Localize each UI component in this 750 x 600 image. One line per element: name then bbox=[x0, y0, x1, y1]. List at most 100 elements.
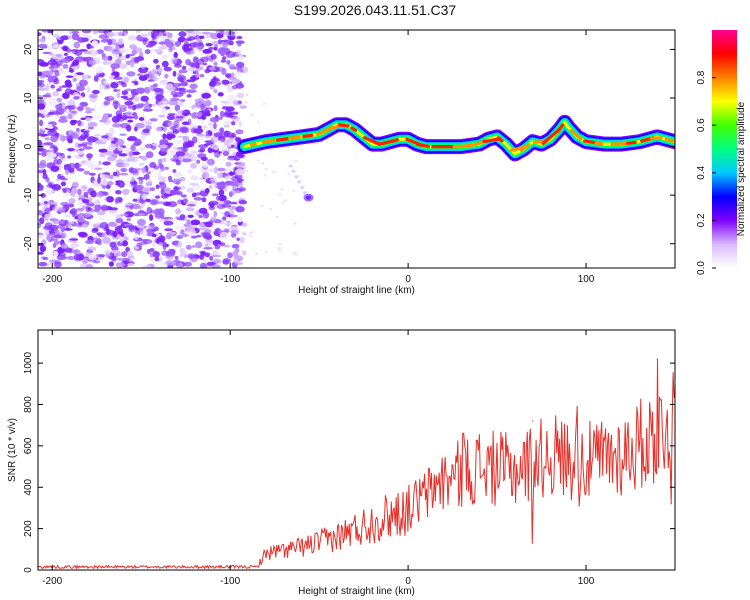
noise-speckle bbox=[139, 147, 145, 151]
noise-speckle bbox=[102, 191, 109, 196]
noise-speckle bbox=[183, 198, 189, 204]
noise-speckle bbox=[219, 127, 225, 134]
noise-speckle bbox=[228, 210, 235, 215]
noise-speckle bbox=[67, 155, 72, 159]
noise-speckle bbox=[230, 72, 235, 79]
noise-speckle bbox=[220, 59, 227, 63]
noise-speckle bbox=[65, 169, 69, 175]
noise-speckle bbox=[152, 83, 157, 88]
noise-speckle bbox=[164, 166, 169, 170]
noise-speckle bbox=[137, 176, 145, 180]
noise-speckle bbox=[169, 189, 180, 196]
heat-xtick-label: -200 bbox=[42, 274, 62, 285]
noise-speckle bbox=[230, 34, 237, 37]
noise-speckle bbox=[38, 184, 44, 191]
noise-speckle bbox=[278, 193, 282, 196]
noise-speckle bbox=[135, 122, 145, 129]
noise-speckle bbox=[94, 57, 101, 65]
colorbar-label: Normalized spectral amplitude bbox=[736, 101, 747, 236]
noise-speckle bbox=[117, 41, 123, 45]
noise-speckle bbox=[67, 162, 76, 170]
noise-speckle bbox=[196, 159, 201, 164]
noise-speckle bbox=[126, 54, 135, 57]
noise-speckle bbox=[165, 233, 172, 240]
noise-speckle bbox=[171, 82, 182, 88]
noise-speckle bbox=[38, 43, 48, 49]
noise-speckle bbox=[219, 231, 229, 240]
noise-speckle bbox=[126, 217, 131, 222]
noise-speckle bbox=[142, 128, 150, 133]
noise-speckle bbox=[50, 165, 60, 172]
noise-speckle bbox=[70, 110, 78, 114]
noise-speckle bbox=[162, 133, 167, 140]
noise-speckle bbox=[231, 243, 240, 249]
noise-speckle bbox=[45, 84, 50, 92]
ridge-hotspot bbox=[389, 138, 399, 143]
noise-speckle bbox=[85, 206, 91, 213]
noise-speckle bbox=[146, 178, 153, 185]
noise-speckle bbox=[226, 59, 231, 65]
noise-speckle bbox=[186, 89, 197, 93]
noise-speckle bbox=[190, 162, 198, 169]
noise-speckle bbox=[186, 187, 194, 193]
noise-speckle bbox=[95, 192, 105, 198]
noise-speckle bbox=[45, 176, 50, 183]
noise-speckle bbox=[178, 101, 184, 107]
noise-speckle bbox=[178, 69, 188, 74]
noise-speckle bbox=[182, 65, 187, 70]
noise-speckle bbox=[228, 40, 234, 46]
noise-speckle bbox=[77, 120, 82, 126]
noise-speckle bbox=[73, 96, 80, 100]
noise-speckle bbox=[107, 45, 115, 53]
noise-speckle bbox=[38, 147, 43, 152]
noise-speckle bbox=[235, 129, 244, 135]
noise-speckle bbox=[55, 53, 63, 58]
colorbar-tick-label: 0.8 bbox=[696, 70, 707, 84]
noise-speckle bbox=[92, 89, 100, 95]
noise-speckle bbox=[149, 167, 155, 172]
noise-speckle bbox=[138, 75, 148, 81]
noise-speckle bbox=[82, 199, 90, 204]
noise-speckle bbox=[111, 51, 120, 55]
noise-speckle bbox=[99, 153, 106, 158]
snr-xtick-label: 100 bbox=[578, 576, 595, 587]
noise-speckle bbox=[237, 100, 242, 104]
noise-speckle bbox=[231, 121, 236, 126]
noise-speckle bbox=[145, 198, 151, 203]
noise-speckle bbox=[245, 93, 249, 97]
noise-speckle bbox=[121, 251, 128, 258]
noise-speckle bbox=[174, 112, 184, 117]
noise-speckle bbox=[116, 92, 121, 99]
noise-speckle bbox=[199, 147, 206, 153]
noise-speckle bbox=[113, 89, 118, 92]
noise-speckle bbox=[52, 44, 60, 49]
noise-speckle bbox=[59, 176, 66, 180]
noise-speckle bbox=[43, 142, 54, 146]
noise-speckle bbox=[196, 133, 205, 137]
noise-speckle bbox=[108, 222, 118, 227]
noise-speckle bbox=[191, 30, 202, 36]
noise-speckle bbox=[161, 36, 169, 40]
noise-speckle bbox=[83, 170, 91, 175]
noise-speckle bbox=[47, 45, 53, 51]
noise-speckle bbox=[48, 99, 57, 107]
noise-speckle bbox=[111, 249, 121, 254]
noise-speckle bbox=[189, 83, 198, 90]
noise-speckle bbox=[194, 98, 204, 103]
noise-speckle bbox=[38, 82, 43, 86]
snr-ytick-label: 0 bbox=[23, 567, 34, 573]
noise-speckle bbox=[122, 240, 128, 247]
noise-speckle bbox=[47, 75, 54, 83]
noise-speckle bbox=[70, 66, 78, 70]
noise-speckle bbox=[115, 190, 122, 195]
noise-speckle bbox=[222, 151, 230, 157]
noise-speckle bbox=[82, 146, 93, 150]
noise-speckle bbox=[170, 126, 177, 130]
noise-speckle bbox=[125, 88, 133, 92]
noise-speckle bbox=[256, 159, 260, 162]
noise-speckle bbox=[60, 35, 69, 41]
noise-speckle bbox=[255, 252, 258, 255]
noise-speckle bbox=[122, 162, 130, 168]
noise-speckle bbox=[42, 169, 47, 175]
noise-speckle bbox=[219, 110, 225, 118]
